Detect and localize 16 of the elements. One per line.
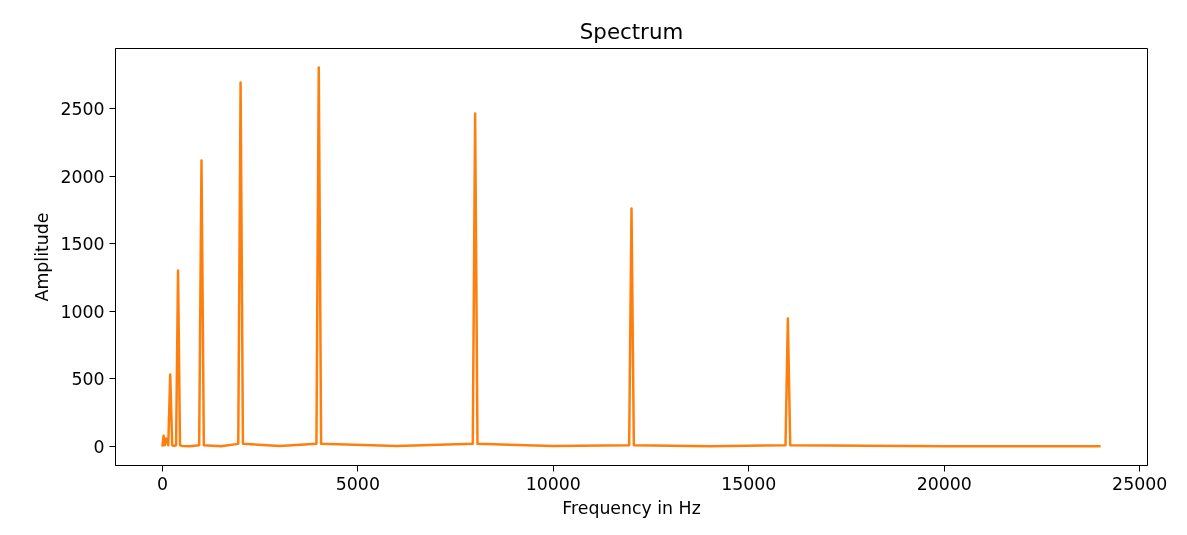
y-tick-label: 1000 [60,301,105,322]
x-tick-label: 10000 [525,473,581,494]
x-tick-label: 15000 [721,473,777,494]
x-tick-label: 5000 [335,473,380,494]
y-tick-label: 2000 [60,166,105,187]
y-tick-label: 1500 [60,234,105,255]
chart-title: Spectrum [579,18,684,44]
y-tick-label: 500 [71,369,105,390]
y-tick-label: 0 [93,437,105,458]
line-series [161,66,1102,448]
x-tick-label: 25000 [1112,473,1168,494]
y-tick-label: 2500 [60,99,105,120]
x-axis-title: Frequency in Hz [562,497,701,518]
x-tick-label: 0 [156,473,168,494]
x-tick-label: 20000 [916,473,972,494]
y-axis-title: Amplitude [32,212,53,302]
